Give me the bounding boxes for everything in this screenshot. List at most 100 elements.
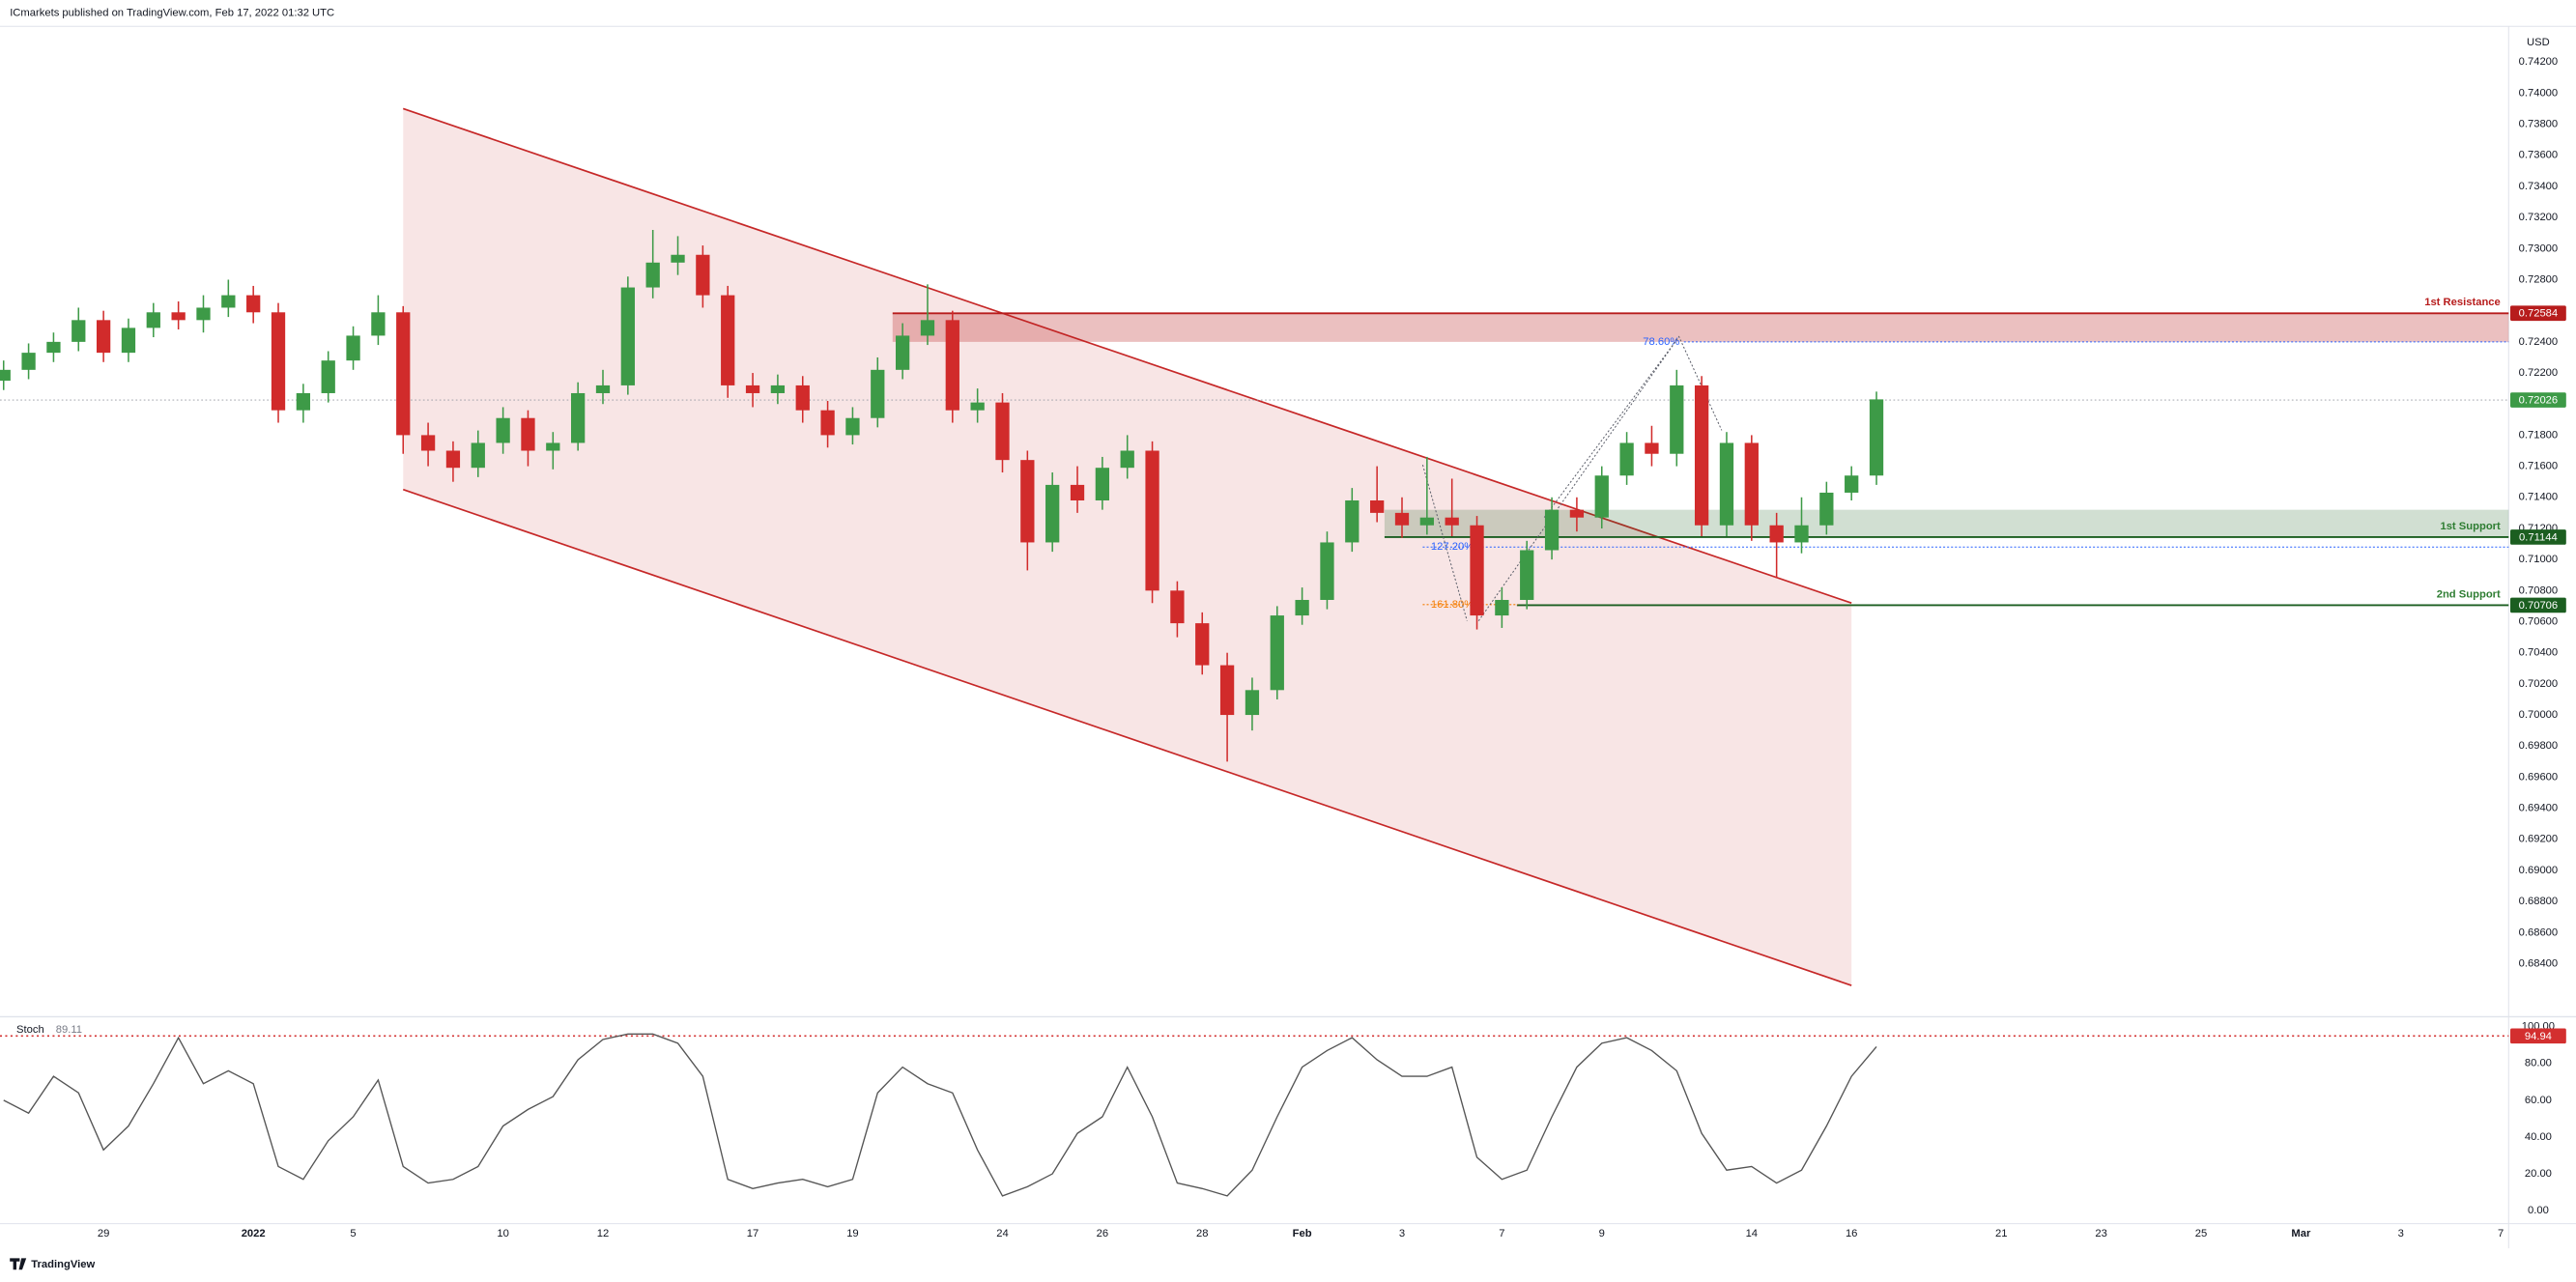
channel-line (402, 107, 1852, 605)
y-tick-label: 0.70000 (2519, 709, 2559, 721)
candle-body (1445, 517, 1459, 526)
candle-body (845, 417, 860, 436)
x-tick-label: 12 (597, 1228, 609, 1239)
fib-label: 78.60% (1643, 336, 1679, 348)
y-tick-label: 0.73800 (2519, 119, 2559, 130)
x-tick-label: 23 (2095, 1228, 2106, 1239)
indicator-name: Stoch (16, 1024, 44, 1036)
candle-body (1619, 442, 1634, 476)
y-tick-label: 0.70400 (2519, 647, 2559, 659)
x-tick-label: 21 (1995, 1228, 2007, 1239)
y-tick-label: 0.73400 (2519, 181, 2559, 192)
candle-body (1270, 615, 1284, 691)
x-tick-label: 29 (98, 1228, 109, 1239)
y-tick-label: 0.71600 (2519, 461, 2559, 472)
candle-body (1645, 442, 1659, 454)
y-tick-label: 0.71400 (2519, 492, 2559, 503)
x-tick-label: Feb (1293, 1228, 1312, 1239)
candle-body (620, 287, 635, 385)
price-tag-label: 0.72584 (2519, 308, 2559, 320)
level-label: 2nd Support (2437, 588, 2501, 600)
channel-fill (403, 108, 1852, 986)
level-label: 1st Support (2440, 521, 2501, 532)
candle-body (1694, 385, 1709, 526)
candle-body (1370, 499, 1385, 513)
candle-body (496, 417, 510, 443)
x-tick-label: 28 (1196, 1228, 1208, 1239)
candle-body (1045, 484, 1060, 543)
price-tag (2509, 529, 2566, 545)
y-tick-label: 0.69200 (2519, 834, 2559, 845)
candle-body (1170, 590, 1185, 624)
footer-brand: TradingView (31, 1259, 95, 1270)
price-tag (2509, 597, 2566, 613)
y-tick-label: 0.74200 (2519, 56, 2559, 68)
candle-body (1345, 499, 1360, 543)
y-tick-label: 0.71200 (2519, 523, 2559, 534)
logo-icon (10, 1258, 27, 1270)
y-tick-label: 0.68600 (2519, 926, 2559, 938)
y-tick-label: 0.70200 (2519, 678, 2559, 690)
candle-body (72, 320, 86, 342)
y-tick-label: 0.70600 (2519, 615, 2559, 627)
candle-body (1219, 665, 1235, 716)
x-tick-label: 14 (1746, 1228, 1758, 1239)
candle-body (1195, 623, 1210, 666)
candle-body (396, 312, 411, 436)
candle-body (546, 442, 560, 451)
y-tick-label: 0.73200 (2519, 212, 2559, 223)
indicator-tick-label: 60.00 (2525, 1095, 2552, 1106)
candle-body (371, 312, 386, 336)
x-tick-label: 3 (1399, 1228, 1405, 1239)
candle-body (1120, 450, 1134, 469)
x-tick-label: 16 (1846, 1228, 1857, 1239)
y-tick-label: 0.68800 (2519, 896, 2559, 907)
candle-body (1744, 442, 1759, 526)
candle-body (970, 402, 985, 411)
candle-body (1020, 460, 1035, 543)
footer-logo: TradingView (10, 1258, 95, 1270)
level-zone (892, 313, 2509, 342)
candle-body (571, 392, 586, 443)
indicator-tick-label: 100.00 (2522, 1021, 2555, 1033)
candle-body (1070, 484, 1085, 500)
candle-body (296, 392, 311, 411)
indicator-tick-label: 40.00 (2525, 1131, 2552, 1143)
candle-body (1470, 525, 1484, 616)
level-label: 1st Resistance (2424, 297, 2501, 308)
candle-body (121, 328, 136, 354)
candle-body (246, 295, 261, 313)
candle-body (46, 341, 61, 354)
y-tick-label: 0.68400 (2519, 957, 2559, 969)
candle-body (521, 417, 535, 451)
x-tick-label: 3 (2398, 1228, 2404, 1239)
y-tick-label: 0.71000 (2519, 554, 2559, 565)
candle-body (820, 410, 835, 436)
candle-body (1495, 599, 1509, 616)
candle-body (221, 295, 236, 308)
candle-body (920, 320, 935, 336)
candle-body (445, 450, 461, 469)
x-tick-label: Mar (2291, 1228, 2311, 1239)
x-tick-label: 9 (1599, 1228, 1605, 1239)
candle-body (321, 360, 335, 393)
candle-body (0, 369, 11, 382)
y-tick-label: 0.74000 (2519, 87, 2559, 99)
x-tick-label: 7 (1499, 1228, 1504, 1239)
x-tick-label: 2022 (242, 1228, 266, 1239)
x-tick-label: 7 (2498, 1228, 2504, 1239)
candle-body (1845, 475, 1859, 493)
candle-body (1594, 475, 1609, 518)
candle-body (21, 353, 36, 370)
x-tick-label: 25 (2195, 1228, 2207, 1239)
x-tick-label: 19 (846, 1228, 858, 1239)
candle-body (420, 435, 436, 451)
candle-body (1794, 525, 1809, 543)
candle-body (645, 262, 660, 288)
candle-body (671, 254, 685, 263)
price-tag (2509, 305, 2566, 322)
y-tick-label: 0.69400 (2519, 803, 2559, 814)
